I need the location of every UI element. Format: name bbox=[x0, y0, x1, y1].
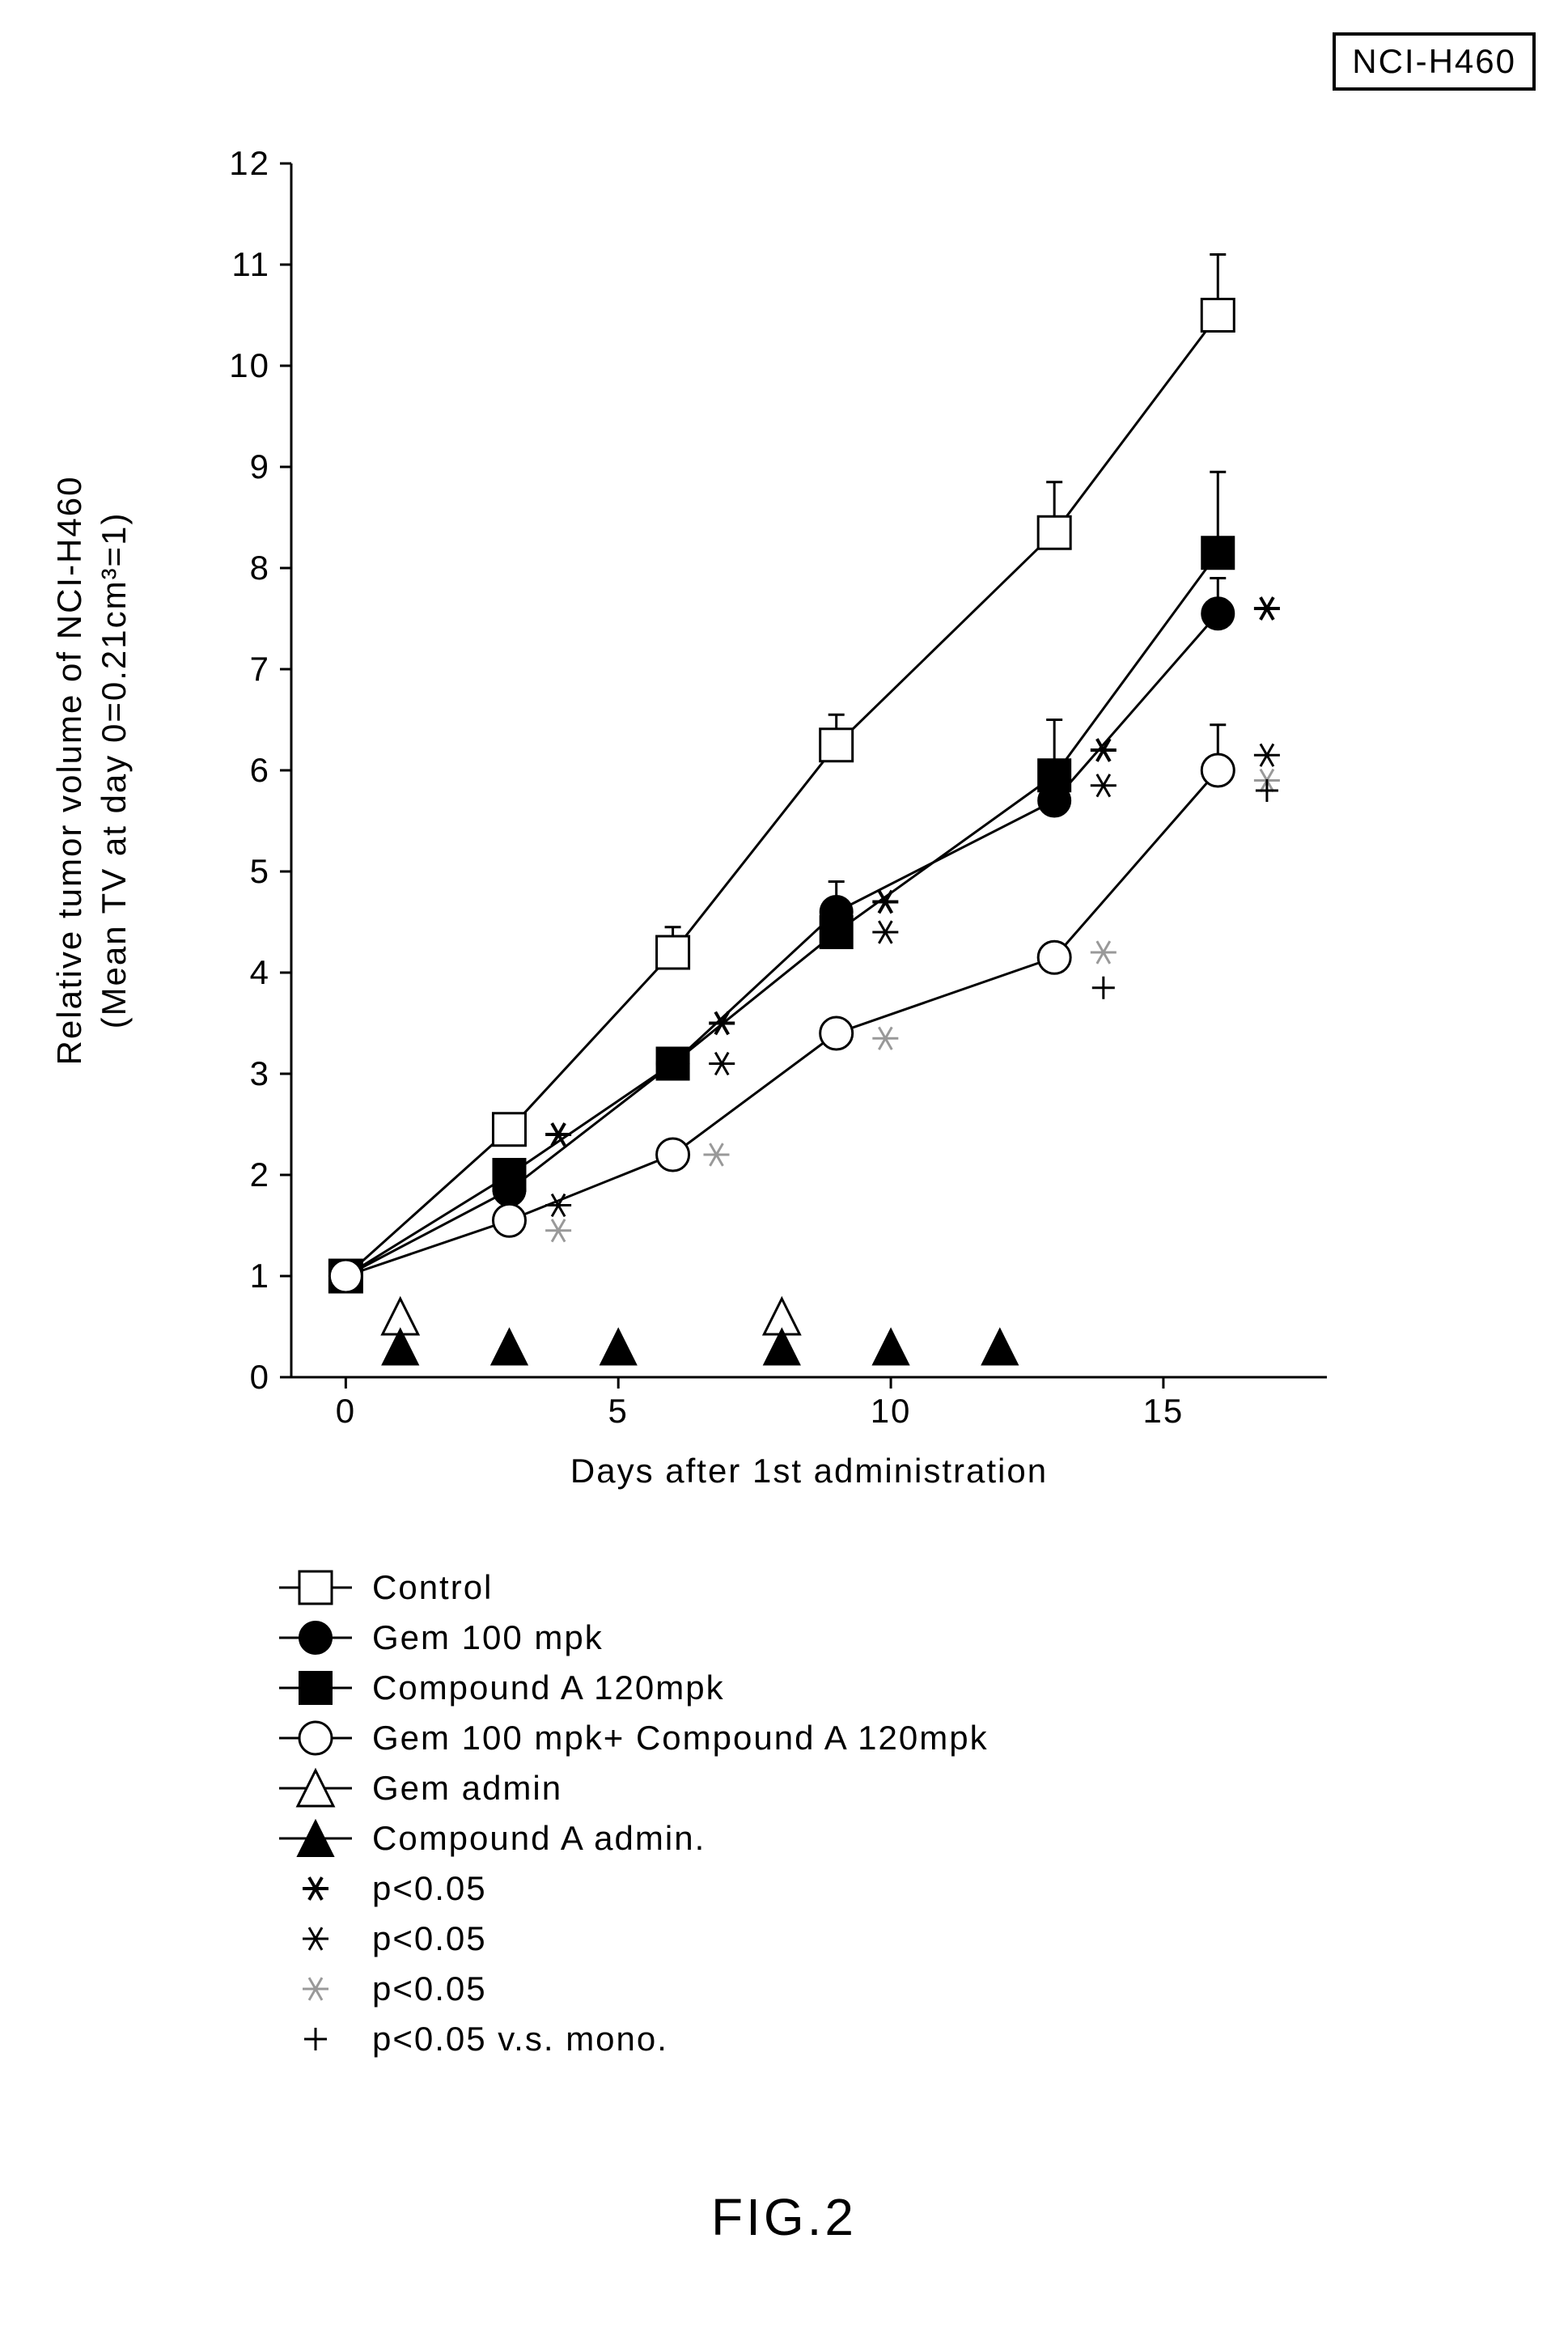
y-tick-label: 3 bbox=[250, 1054, 270, 1092]
asterisk-icon bbox=[303, 1877, 328, 1900]
chart-area: 0123456789101112051015Relative tumor vol… bbox=[32, 91, 1536, 2300]
legend-label: p<0.05 v.s. mono. bbox=[372, 2020, 668, 2058]
legend-label: p<0.05 bbox=[372, 1869, 487, 1907]
marker-open-square bbox=[493, 1113, 525, 1146]
legend-label: Compound A 120mpk bbox=[372, 1668, 725, 1707]
legend-label: p<0.05 bbox=[372, 1969, 487, 2008]
marker-open-square bbox=[820, 729, 853, 761]
marker-open-square bbox=[1038, 516, 1070, 549]
chart-svg: 0123456789101112051015Relative tumor vol… bbox=[32, 115, 1536, 2300]
asterisk-icon bbox=[1254, 597, 1280, 620]
marker-open-circle bbox=[493, 1204, 525, 1236]
asterisk-icon bbox=[303, 1927, 328, 1950]
plus-icon bbox=[304, 2028, 327, 2050]
marker-filled-triangle bbox=[491, 1329, 527, 1365]
series-line-gem bbox=[345, 613, 1218, 1276]
marker-filled-square bbox=[493, 1159, 525, 1191]
marker-open-circle bbox=[299, 1722, 332, 1754]
marker-open-square bbox=[299, 1571, 332, 1604]
marker-filled-circle bbox=[1201, 597, 1234, 630]
marker-open-circle bbox=[1201, 754, 1234, 787]
y-tick-label: 8 bbox=[250, 549, 270, 587]
y-tick-label: 4 bbox=[250, 953, 270, 991]
marker-open-square bbox=[1201, 299, 1234, 332]
marker-filled-triangle bbox=[982, 1329, 1018, 1365]
asterisk-icon bbox=[303, 1978, 328, 2000]
asterisk-icon bbox=[872, 891, 898, 914]
series-line-compound-a bbox=[345, 553, 1218, 1276]
asterisk-icon bbox=[1091, 774, 1117, 797]
legend-label: Gem 100 mpk+ Compound A 120mpk bbox=[372, 1719, 989, 1757]
y-tick-label: 7 bbox=[250, 650, 270, 688]
marker-filled-triangle bbox=[873, 1329, 909, 1365]
marker-open-circle bbox=[657, 1138, 689, 1171]
series-line-combo bbox=[345, 770, 1218, 1276]
figure-label: FIG.2 bbox=[711, 2188, 857, 2246]
asterisk-icon bbox=[1254, 744, 1280, 766]
marker-open-circle bbox=[329, 1260, 362, 1292]
series-line-control bbox=[345, 316, 1218, 1277]
y-tick-label: 6 bbox=[250, 751, 270, 789]
y-axis-label-1: Relative tumor volume of NCI-H460 bbox=[50, 476, 88, 1066]
marker-open-circle bbox=[820, 1017, 853, 1049]
asterisk-icon bbox=[1091, 739, 1117, 761]
legend-label: Compound A admin. bbox=[372, 1819, 706, 1857]
marker-filled-square bbox=[1038, 759, 1070, 791]
marker-filled-circle bbox=[299, 1622, 332, 1654]
x-tick-label: 5 bbox=[608, 1392, 629, 1430]
legend-label: Gem 100 mpk bbox=[372, 1618, 604, 1656]
y-tick-label: 1 bbox=[250, 1257, 270, 1295]
y-tick-label: 12 bbox=[229, 144, 270, 182]
legend-label: Control bbox=[372, 1568, 493, 1606]
legend-label: p<0.05 bbox=[372, 1919, 487, 1957]
x-axis-label: Days after 1st administration bbox=[570, 1452, 1048, 1490]
y-tick-label: 9 bbox=[250, 447, 270, 485]
asterisk-icon bbox=[872, 921, 898, 943]
y-tick-label: 5 bbox=[250, 852, 270, 890]
title-text: NCI-H460 bbox=[1352, 42, 1516, 80]
asterisk-icon bbox=[872, 1027, 898, 1049]
plus-icon bbox=[1092, 977, 1115, 999]
asterisk-icon bbox=[1091, 941, 1117, 964]
y-tick-label: 2 bbox=[250, 1155, 270, 1194]
plus-icon bbox=[1256, 779, 1278, 802]
asterisk-icon bbox=[709, 1053, 735, 1075]
marker-filled-square bbox=[299, 1672, 332, 1704]
legend-label: Gem admin bbox=[372, 1769, 562, 1807]
x-tick-label: 0 bbox=[336, 1392, 356, 1430]
y-axis-label-2: (Mean TV at day 0=0.21cm³=1) bbox=[95, 512, 133, 1029]
marker-open-square bbox=[657, 936, 689, 969]
marker-filled-square bbox=[820, 916, 853, 948]
x-tick-label: 10 bbox=[871, 1392, 912, 1430]
y-tick-label: 0 bbox=[250, 1358, 270, 1396]
marker-filled-triangle bbox=[600, 1329, 636, 1365]
y-tick-label: 10 bbox=[229, 346, 270, 384]
marker-open-circle bbox=[1038, 941, 1070, 973]
marker-filled-square bbox=[657, 1048, 689, 1080]
asterisk-icon bbox=[703, 1143, 729, 1166]
asterisk-icon bbox=[545, 1219, 571, 1242]
marker-filled-square bbox=[1201, 536, 1234, 569]
y-tick-label: 11 bbox=[231, 245, 270, 283]
title-box: NCI-H460 bbox=[1333, 32, 1536, 91]
x-tick-label: 15 bbox=[1143, 1392, 1184, 1430]
